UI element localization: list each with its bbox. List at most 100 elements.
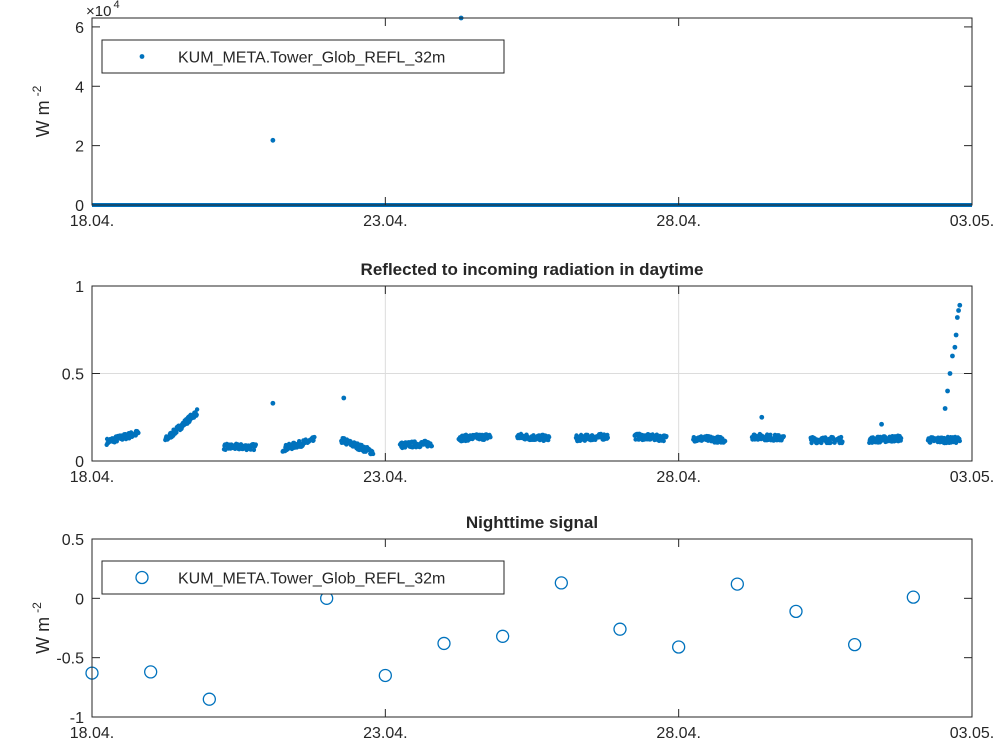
data-point	[312, 434, 317, 440]
x-tick-label: 28.04.	[656, 725, 700, 742]
y-tick-label: 0.5	[62, 532, 84, 549]
data-point	[945, 388, 950, 394]
y-tick-label: 0	[75, 454, 84, 471]
y-tick-label: 0	[75, 591, 84, 608]
legend-label: KUM_META.Tower_Glob_REFL_32m	[178, 50, 445, 67]
data-point	[270, 137, 276, 143]
y-axis-label-text: W m	[33, 617, 53, 654]
data-point	[613, 622, 627, 636]
data-point	[906, 590, 920, 604]
data-point	[730, 577, 744, 591]
legend-marker	[135, 570, 149, 585]
data-point	[202, 692, 216, 706]
data-point	[174, 430, 179, 435]
panel-nighttime-signal: 18.04. 23.04. 28.04. 03.05. -1 -0.5 0 0.5 Nightt…	[30, 513, 994, 742]
data-point	[297, 439, 302, 444]
data-points	[85, 576, 920, 706]
x-tick-label: 18.04.	[70, 725, 114, 742]
data-point	[672, 640, 686, 654]
data-point	[554, 576, 568, 590]
data-point	[898, 436, 904, 441]
x-tick-label: 18.04.	[70, 213, 114, 230]
data-point	[823, 435, 828, 440]
y-tick-label: -1	[70, 710, 84, 727]
axis-exponent-label: ×10 4	[86, 0, 120, 20]
data-point	[488, 435, 493, 440]
data-point	[248, 447, 253, 452]
data-point	[605, 435, 610, 440]
data-point	[950, 353, 955, 359]
data-point	[957, 302, 963, 308]
data-point	[722, 438, 728, 444]
data-point	[828, 440, 833, 445]
data-point	[952, 344, 958, 350]
y-tick-label: 1	[75, 279, 84, 296]
data-point	[840, 439, 845, 444]
x-tick-label: 28.04.	[656, 213, 700, 230]
data-point	[768, 432, 773, 437]
y-tick-label: 6	[75, 20, 84, 37]
legend: KUM_META.Tower_Glob_REFL_32m	[101, 560, 505, 595]
y-tick-label: 0	[75, 198, 84, 215]
data-points	[104, 302, 963, 457]
y-axis-label-text: W m	[33, 100, 53, 137]
x-tick-label: 23.04.	[363, 213, 407, 230]
data-point	[942, 406, 948, 411]
data-point	[957, 438, 962, 444]
data-point	[136, 430, 141, 436]
data-point	[429, 443, 434, 449]
panel-albedo-daytime: 18.04. 23.04. 28.04. 03.05. 0 0.5 1 Reflected t…	[62, 260, 994, 486]
data-point	[759, 414, 765, 420]
data-point	[341, 395, 347, 401]
data-point	[838, 434, 844, 440]
y-axis-label: W m -2	[30, 85, 53, 137]
data-point	[953, 332, 959, 338]
y-tick-label: 2	[75, 139, 84, 156]
data-point	[378, 668, 392, 683]
data-point	[954, 315, 960, 320]
y-tick-label: 4	[75, 79, 84, 96]
data-point	[144, 665, 158, 679]
axis-exponent-power: 4	[113, 0, 119, 11]
legend-marker	[139, 54, 145, 59]
axis-exponent-base: ×10	[86, 3, 111, 20]
x-tick-label: 28.04.	[656, 469, 700, 486]
legend-box	[101, 560, 505, 595]
data-point	[496, 629, 510, 643]
y-axis-label-superscript: -2	[30, 85, 44, 96]
data-point	[848, 637, 862, 652]
chart-title: Reflected to incoming radiation in dayti…	[361, 260, 704, 279]
data-point	[370, 451, 376, 457]
data-point	[194, 407, 200, 412]
legend-box	[101, 39, 505, 74]
chart-title: Nighttime signal	[466, 513, 598, 532]
plot-frame	[91, 17, 973, 206]
data-point	[789, 604, 803, 619]
y-axis-label-superscript: -2	[30, 602, 44, 613]
data-point	[781, 434, 786, 439]
data-point	[194, 412, 199, 417]
x-tick-label: 03.05.	[950, 213, 994, 230]
data-point	[956, 308, 961, 313]
y-tick-label: 0.5	[62, 367, 84, 384]
data-point	[819, 440, 824, 446]
data-point	[270, 400, 276, 406]
plot-frame	[91, 538, 973, 718]
x-tick-label: 03.05.	[950, 725, 994, 742]
x-tick-label: 23.04.	[363, 469, 407, 486]
legend-label: KUM_META.Tower_Glob_REFL_32m	[178, 571, 445, 588]
data-point	[879, 421, 884, 427]
data-point	[947, 371, 953, 376]
data-point	[546, 434, 552, 440]
x-tick-label: 18.04.	[70, 469, 114, 486]
legend: KUM_META.Tower_Glob_REFL_32m	[101, 39, 505, 74]
data-point	[253, 442, 258, 447]
y-axis-label: W m -2	[30, 602, 53, 654]
data-point	[251, 447, 257, 453]
data-point	[664, 434, 669, 439]
y-tick-label: -0.5	[56, 651, 84, 668]
data-point	[437, 636, 451, 651]
data-point	[661, 438, 666, 444]
